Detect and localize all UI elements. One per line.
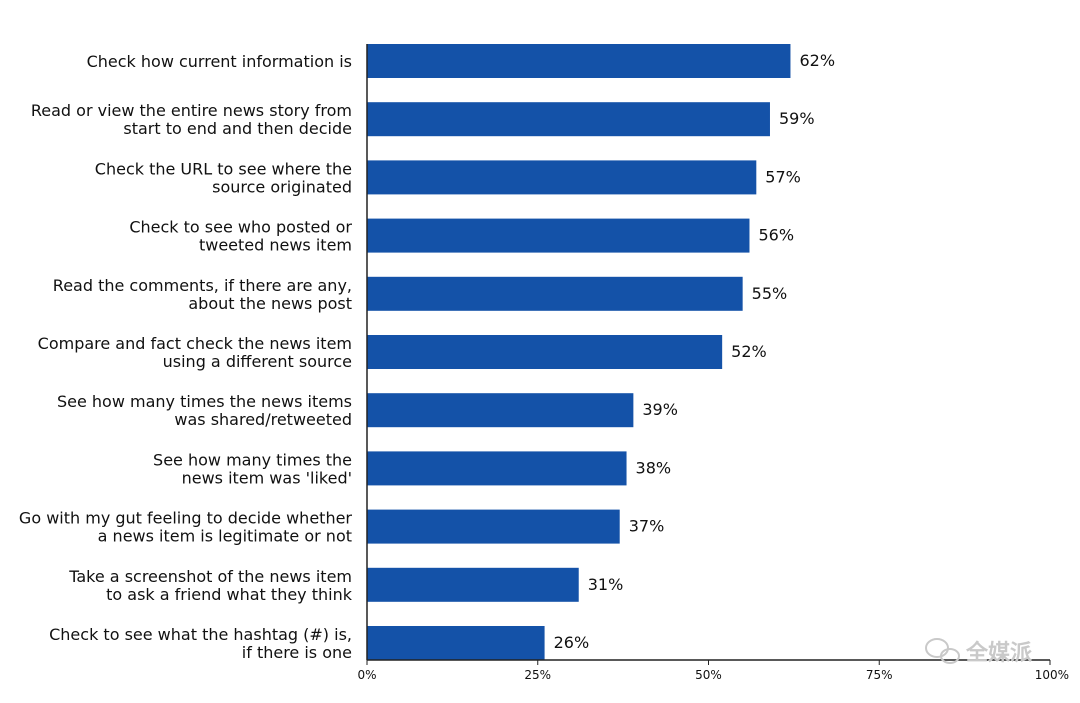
x-tick-label: 0% <box>357 668 376 682</box>
category-label: Check the URL to see where the source ori… <box>95 159 352 196</box>
bar-value-label: 59% <box>779 109 815 128</box>
category-label: Check to see what the hashtag (#) is, if … <box>49 625 352 662</box>
x-tick-label: 25% <box>524 668 551 682</box>
category-label-line: Read the comments, if there are any, <box>53 276 352 295</box>
category-label: Go with my gut feeling to decide whether… <box>19 509 353 546</box>
category-label: Check to see who posted or tweeted news i… <box>129 218 352 255</box>
category-label: Read or view the entire news story from s… <box>31 101 352 138</box>
category-label: See how many times the news items was sha… <box>57 392 352 429</box>
bar <box>367 335 723 369</box>
category-label-line: See how many times the <box>153 450 352 469</box>
category-label-line: using a different source <box>163 352 352 371</box>
bar-value-label: 37% <box>629 517 665 536</box>
bar-value-label: 56% <box>758 226 794 245</box>
category-label-line: a news item is legitimate or not <box>98 527 352 546</box>
value-labels-layer: 62% 59% 57% 56% 55% 52% 39% 38% 37% 31% 26% <box>554 51 835 652</box>
category-label-line: Check to see what the hashtag (#) is, <box>49 625 352 644</box>
category-label-line: to ask a friend what they think <box>106 585 353 604</box>
category-label-line: See how many times the news items <box>57 392 352 411</box>
watermark-text: 全媒派 <box>965 640 1032 666</box>
bar <box>367 567 579 602</box>
category-label-line: Compare and fact check the news item <box>38 334 352 353</box>
category-label-line: tweeted news item <box>199 236 352 255</box>
bar <box>367 451 627 486</box>
bar-value-label: 57% <box>765 167 801 186</box>
bar <box>367 509 620 544</box>
category-label-line: news item was 'liked' <box>182 468 352 487</box>
category-label-line: Read or view the entire news story from <box>31 101 352 120</box>
bar-value-label: 26% <box>554 633 590 652</box>
x-tick-label: 50% <box>695 668 722 682</box>
wechat-icon <box>925 638 960 664</box>
category-label-line: Check to see who posted or <box>129 218 352 237</box>
category-label: See how many times the news item was 'lik… <box>153 450 352 487</box>
category-label-line: Go with my gut feeling to decide whether <box>19 509 353 528</box>
bar <box>367 160 757 195</box>
bar-value-label: 38% <box>636 458 672 477</box>
x-tick-label: 75% <box>866 668 893 682</box>
category-label-line: Check the URL to see where the <box>95 159 352 178</box>
bars-layer <box>367 44 791 660</box>
category-label: Read the comments, if there are any, abou… <box>53 276 352 313</box>
bar-value-label: 55% <box>752 284 788 303</box>
category-label-line: start to end and then decide <box>123 119 352 138</box>
axis-layer: 0% 25% 50% 75% 100% <box>357 44 1069 682</box>
category-label-line: Check how current information is <box>87 52 352 71</box>
bar <box>367 626 545 660</box>
bar-value-label: 62% <box>799 51 835 70</box>
category-label: Take a screenshot of the news item to ask… <box>68 567 352 604</box>
category-label-line: Take a screenshot of the news item <box>68 567 352 586</box>
category-label-line: source originated <box>212 177 352 196</box>
bar-value-label: 31% <box>588 575 624 594</box>
watermark: 全媒派 <box>925 638 1032 666</box>
category-label-line: was shared/retweeted <box>174 410 352 429</box>
category-label-line: if there is one <box>242 643 352 662</box>
bar <box>367 102 770 137</box>
x-tick-label: 100% <box>1035 668 1069 682</box>
bar-value-label: 52% <box>731 342 767 361</box>
category-label: Compare and fact check the news item usin… <box>38 334 352 371</box>
category-label: Check how current information is <box>87 52 352 71</box>
bar <box>367 276 743 311</box>
bar <box>367 393 634 428</box>
category-labels-layer: Check how current information is Read or … <box>19 52 353 662</box>
bar-value-label: 39% <box>642 400 678 419</box>
bar <box>367 44 791 78</box>
category-label-line: about the news post <box>188 294 352 313</box>
bar <box>367 218 750 253</box>
